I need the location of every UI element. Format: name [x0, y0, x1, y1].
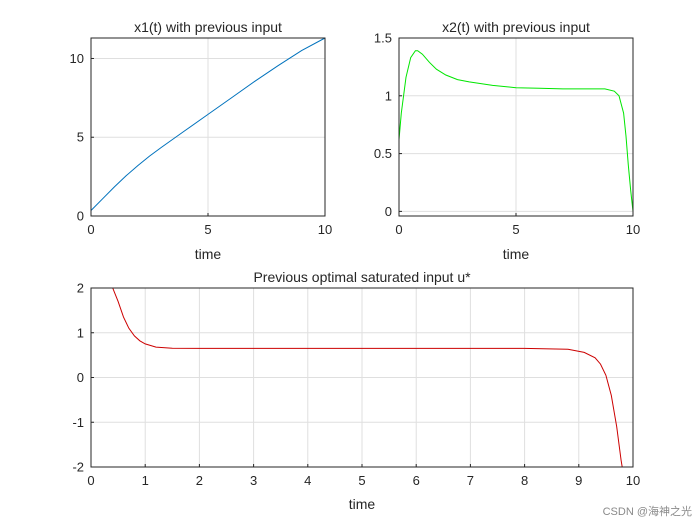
x-axis-label-u: time: [349, 496, 376, 512]
chart-title-x2: x2(t) with previous input: [442, 19, 590, 35]
ticks-u: 0 1 2 3 4 5 6 7 8 9 10 -2 -1 0 1 2: [72, 281, 640, 489]
y-tick-label: 2: [77, 281, 84, 296]
x-axis-label-x1: time: [195, 246, 222, 262]
chart-title-x1: x1(t) with previous input: [134, 19, 282, 35]
y-tick-label: 1.5: [374, 31, 392, 46]
x-tick-label: 3: [250, 473, 257, 488]
y-tick-label: -2: [72, 460, 84, 475]
x-tick-label: 2: [196, 473, 203, 488]
x-axis-label-x2: time: [503, 246, 530, 262]
x-tick-label: 0: [87, 222, 94, 237]
x-tick-label: 5: [358, 473, 365, 488]
series-group-x1: [90, 37, 326, 211]
y-tick-label: 5: [77, 130, 84, 145]
panel-u: 0 1 2 3 4 5 6 7 8 9 10 -2 -1 0 1 2 Previous optimal sat…: [72, 269, 640, 512]
series-line-x1: [90, 37, 326, 211]
series-line-u: [91, 287, 623, 468]
x-tick-label: 5: [512, 222, 519, 237]
x-tick-label: 5: [204, 222, 211, 237]
series-line-x2: [398, 50, 634, 212]
y-tick-label: 0: [77, 370, 84, 385]
y-tick-label: 0.5: [374, 146, 392, 161]
chart-title-u: Previous optimal saturated input u*: [253, 269, 471, 285]
x-tick-label: 7: [467, 473, 474, 488]
x-tick-label: 10: [318, 222, 332, 237]
x-tick-label: 9: [575, 473, 582, 488]
ticks-x2: 0 5 10 0 0.5 1 1.5: [374, 31, 640, 238]
x-tick-label: 10: [626, 222, 640, 237]
y-tick-label: 1: [77, 325, 84, 340]
x-tick-label: 0: [87, 473, 94, 488]
x-tick-label: 8: [521, 473, 528, 488]
watermark-text: CSDN @海神之光: [602, 506, 692, 518]
x-tick-label: 0: [395, 222, 402, 237]
x-tick-label: 4: [304, 473, 311, 488]
ticks-x1: 0 5 10 0 5 10: [70, 51, 333, 237]
x-tick-label: 10: [626, 473, 640, 488]
y-tick-label: -1: [72, 415, 84, 430]
y-tick-label: 0: [385, 204, 392, 219]
series-group-u: [91, 287, 623, 468]
x-tick-label: 6: [413, 473, 420, 488]
y-tick-label: 0: [77, 209, 84, 224]
x-tick-label: 1: [142, 473, 149, 488]
panel-x1: 0 5 10 0 5 10 x1(t) with previous input time: [70, 19, 333, 262]
y-tick-label: 10: [70, 51, 84, 66]
y-tick-label: 1: [385, 88, 392, 103]
series-group-x2: [398, 50, 634, 212]
panel-x2: 0 5 10 0 0.5 1 1.5 x2(t) with previous input t…: [374, 19, 640, 262]
